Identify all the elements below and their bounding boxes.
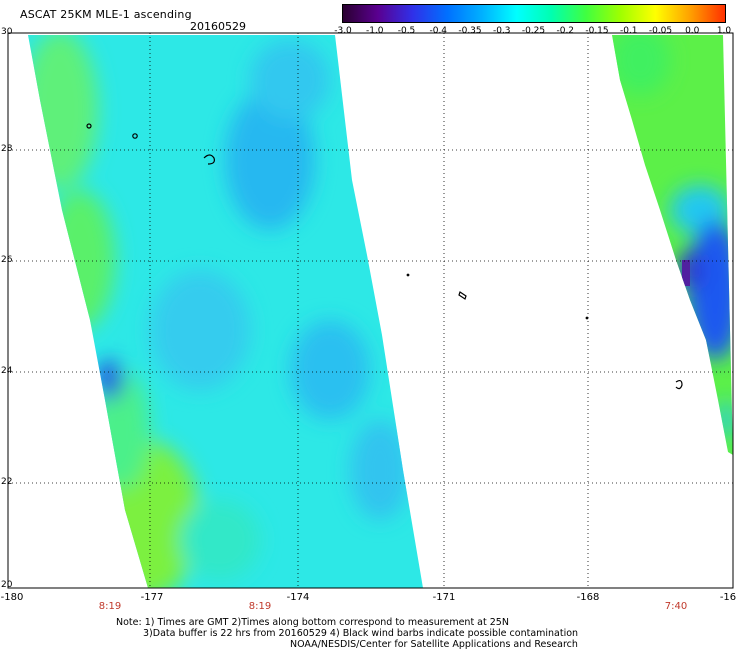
island-outlines: [86, 123, 683, 390]
time-label-3: 7:40: [664, 601, 688, 612]
colorbar: [342, 4, 726, 23]
colorbar-tick-label: -0.25: [521, 26, 546, 36]
colorbar-tick-label: 1.0: [716, 26, 732, 36]
map-title: ASCAT 25KM MLE-1 ascending: [20, 8, 192, 21]
lat-label-28: 28: [1, 144, 13, 154]
time-label-1: 8:19: [98, 601, 122, 612]
colorbar-tick-label: -0.4: [429, 26, 448, 36]
colorbar-tick-label: -3.0: [334, 26, 352, 36]
colorbar-gradient: [343, 5, 725, 22]
colorbar-tick-label: -0.2: [556, 26, 575, 36]
lat-label-24: 24: [1, 366, 13, 376]
lon-label-177: -177: [140, 592, 164, 603]
colorbar-tick-label: -0.05: [648, 26, 673, 36]
plot-frame: [7, 32, 734, 589]
colorbar-tick-label: -1.0: [365, 26, 384, 36]
lat-label-30: 30: [1, 27, 13, 37]
lon-label-174: -174: [286, 592, 310, 603]
colorbar-tick-label: -0.35: [458, 26, 482, 36]
lon-label-168: -168: [576, 592, 600, 603]
lat-label-26: 26: [1, 255, 13, 265]
footer-note-line-2: 3)Data buffer is 22 hrs from 20160529 4)…: [143, 628, 579, 639]
swath-west: [28, 35, 423, 588]
colorbar-tick-label: -0.5: [397, 26, 416, 36]
colorbar-tick-label: -0.15: [585, 26, 609, 36]
lat-label-22: 22: [1, 477, 13, 487]
lon-label-165: -16: [719, 592, 737, 603]
colorbar-tick-label: 0.0: [685, 26, 700, 36]
lon-label-171: -171: [432, 592, 456, 603]
graticule: [8, 33, 733, 588]
colorbar-tick-label: -0.3: [492, 26, 511, 36]
footer-note-line-1: Note: 1) Times are GMT 2)Times along bot…: [116, 617, 509, 628]
colorbar-tick-label: -0.1: [619, 26, 638, 36]
lat-label-20: 20: [1, 580, 13, 590]
map-date: 20160529: [190, 20, 246, 33]
time-label-2: 8:19: [248, 601, 272, 612]
swath-east: [612, 35, 733, 455]
footer-credit: NOAA/NESDIS/Center for Satellite Applica…: [290, 639, 578, 650]
lon-label-180: -180: [0, 592, 24, 603]
